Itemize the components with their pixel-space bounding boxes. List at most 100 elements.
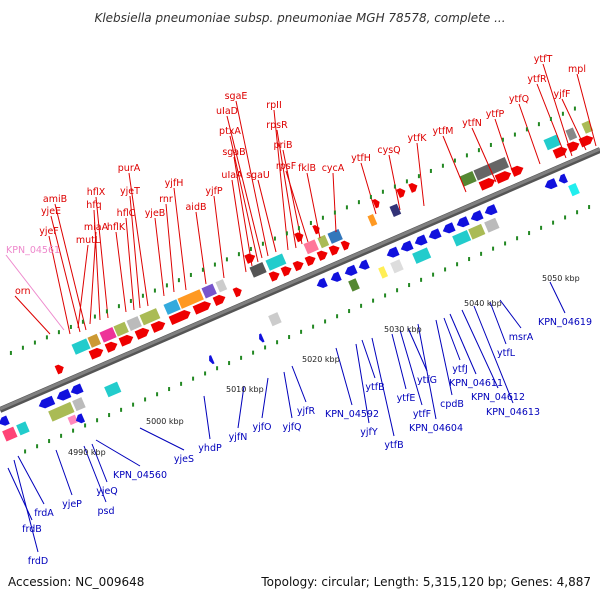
scale-dot [381, 189, 384, 194]
reverse-gene-16-shape [470, 210, 484, 222]
scale-dot [177, 278, 180, 283]
scale-dot [372, 298, 375, 303]
forward-label-28: ytfK [408, 133, 428, 144]
feature-block-24 [16, 421, 30, 436]
scale-dot [492, 246, 495, 251]
scale-dot [312, 324, 315, 329]
forward-label-27-leader [388, 154, 401, 211]
reverse-label-9-leader [237, 385, 245, 429]
forward-label-25-leader [332, 172, 337, 233]
feature-block-15 [327, 228, 343, 244]
feature-block-23 [2, 426, 18, 442]
reverse-label-18-leader [399, 329, 423, 406]
forward-label-32-leader [518, 103, 541, 165]
scale-dot [204, 371, 207, 376]
forward-gene-4 [134, 327, 150, 340]
forward-label-7-leader [129, 195, 141, 309]
reverse-label-13-leader [335, 347, 353, 406]
reverse-label-19: ytfG [417, 375, 437, 386]
forward-label-15-leader [233, 156, 253, 267]
forward-gene-17 [340, 240, 350, 251]
forward-label-31: ytfP [486, 109, 505, 120]
forward-gene-20 [372, 198, 380, 209]
feature-block-7 [163, 299, 181, 315]
reverse-gene-20-shape [75, 413, 86, 424]
scale-dot [348, 309, 351, 314]
feature-block-37 [67, 414, 79, 426]
forward-label-19: sgaU [246, 170, 270, 181]
reverse-label-19-leader [407, 327, 428, 372]
feature-block-19 [473, 156, 510, 181]
reverse-label-8-leader [203, 395, 211, 440]
scale-dot [333, 210, 336, 215]
scale-dot [537, 122, 540, 127]
scale-dot [396, 288, 399, 293]
forward-gene-15-shape [316, 250, 328, 261]
scale-ticks: 4990 kbp 5000 kbp 5010 kbp 5020 kbp 5030 kbp… [9, 106, 591, 457]
forward-gene-12-shape [280, 266, 292, 277]
scale-dot [288, 335, 291, 340]
feature-block-22-body [581, 120, 594, 134]
reverse-label-7-leader [139, 427, 185, 451]
reverse-label-24: KPN_04612 [471, 392, 525, 403]
scale-dot [192, 376, 195, 381]
feature-block-1 [71, 338, 91, 355]
forward-label-2-leader [89, 231, 97, 325]
reverse-label-3-leader [55, 449, 73, 496]
reverse-label-0: frdD [28, 556, 48, 567]
forward-gene-3 [118, 334, 134, 347]
feature-block-32 [412, 247, 432, 264]
feature-block-25 [48, 401, 75, 422]
pseudo-label-0: KPN_04561 [6, 245, 60, 256]
forward-gene-19 [312, 224, 320, 235]
scale-dot [552, 220, 555, 225]
feature-block-21 [565, 127, 578, 141]
label-leader-lines [5, 63, 597, 553]
feature-block-11 [249, 261, 267, 278]
forward-label-21: rpsR [266, 120, 288, 131]
reverse-label-13: KPN_04592 [325, 409, 379, 420]
forward-label-1-leader [77, 244, 89, 329]
forward-gene-8-shape [212, 294, 226, 306]
scale-dot [24, 449, 27, 454]
feature-block-1-body [71, 338, 91, 355]
forward-label-13: yjfP [205, 186, 223, 197]
forward-gene-1 [88, 347, 104, 360]
tick-label: 5020 kbp [302, 355, 340, 364]
scale-dot [216, 366, 219, 371]
scale-dot [156, 392, 159, 397]
reverse-label-2-leader [17, 455, 45, 505]
scale-dot [144, 397, 147, 402]
feature-block-35-body [484, 217, 500, 233]
forward-label-14-leader [231, 179, 247, 273]
scale-dot [69, 324, 72, 329]
forward-label-17-leader [226, 115, 263, 259]
scale-dot [276, 340, 279, 345]
forward-label-28-leader [416, 142, 425, 207]
forward-gene-21-shape [396, 188, 406, 199]
reverse-gene-3-shape [70, 383, 84, 395]
reverse-label-25: KPN_04613 [486, 407, 540, 418]
reverse-label-2: frdA [34, 508, 54, 519]
forward-gene-15 [316, 250, 328, 261]
scale-dot [516, 236, 519, 241]
reverse-label-28: KPN_04619 [538, 317, 592, 328]
feature-block-22 [581, 120, 594, 134]
forward-label-9-leader [165, 203, 175, 293]
feature-block-33-body [452, 230, 472, 247]
scale-dot [108, 413, 111, 418]
scale-dot [189, 272, 192, 277]
forward-gene-28 [578, 135, 594, 148]
forward-gene-11-shape [268, 271, 280, 282]
forward-gene-25-shape [510, 165, 524, 177]
reverse-label-22-leader [435, 319, 453, 396]
reverse-label-4-leader [83, 445, 107, 503]
feature-block-20 [543, 134, 561, 151]
feature-block-37-body [67, 414, 79, 426]
forward-label-17: uIaD [216, 106, 238, 117]
reverse-label-26-leader [489, 301, 507, 345]
forward-label-23-leader [285, 170, 309, 243]
map-title: Klebsiella pneumoniae subsp. pneumoniae … [94, 11, 505, 25]
scale-dot [477, 148, 480, 153]
